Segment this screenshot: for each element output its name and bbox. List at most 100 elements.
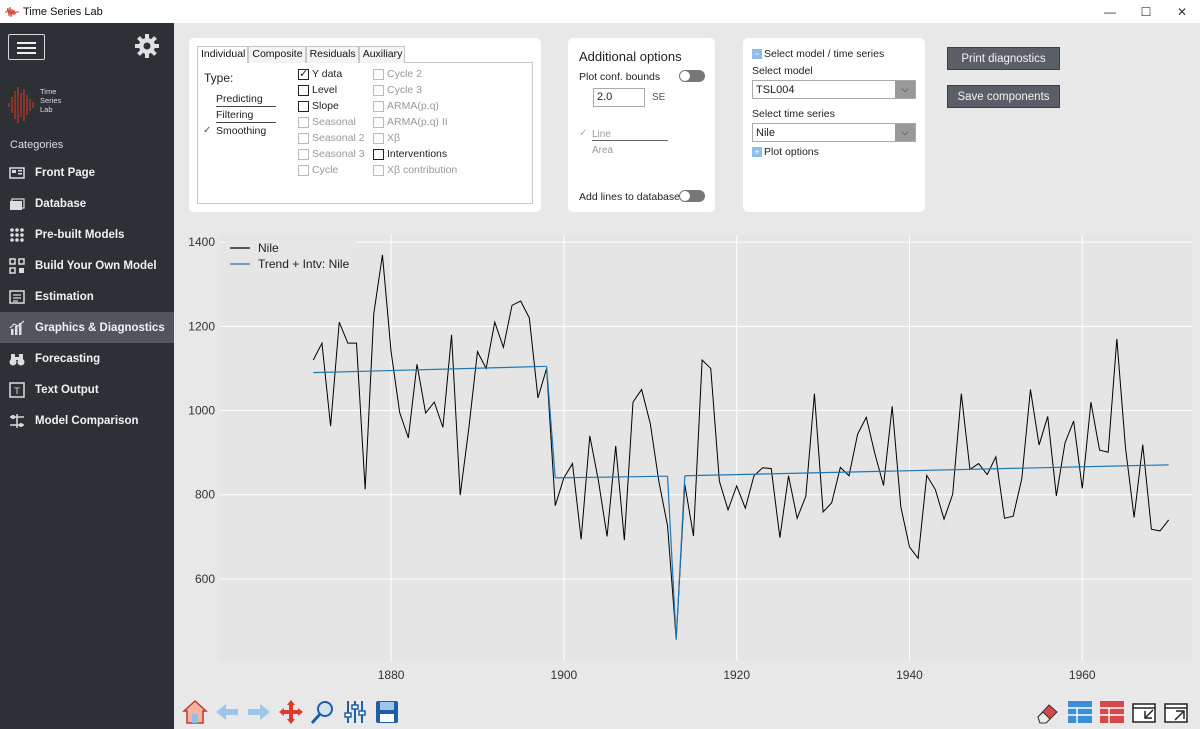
- legend-label: Nile: [258, 241, 279, 255]
- sidebar-item-front-page[interactable]: Front Page: [0, 157, 174, 188]
- sidebar-item-label: Front Page: [35, 166, 96, 179]
- sidebar-item-text-output[interactable]: T Text Output: [0, 374, 174, 405]
- checkbox-box: [298, 67, 309, 80]
- categories-label: Categories: [10, 139, 64, 151]
- tab-residuals[interactable]: Residuals: [305, 46, 359, 63]
- eraser-icon[interactable]: [1034, 698, 1062, 726]
- checkbox-box: [298, 84, 309, 96]
- gear-icon[interactable]: [134, 33, 160, 59]
- checkbox-cycle-2: Cycle 2: [373, 68, 422, 80]
- minimize-icon[interactable]: —: [1104, 4, 1116, 19]
- window-expand-icon[interactable]: [1162, 698, 1190, 726]
- type-label: Type:: [204, 71, 234, 85]
- database-icon: [10, 197, 25, 210]
- maximize-icon[interactable]: ☐: [1140, 4, 1152, 19]
- window-collapse-icon[interactable]: [1130, 698, 1158, 726]
- x-tick-label: 1940: [896, 668, 923, 682]
- binoculars-icon: [9, 353, 25, 365]
- sidebar-item-database[interactable]: Database: [0, 188, 174, 219]
- estimation-icon: [9, 289, 25, 304]
- sidebar-item-label: Text Output: [35, 383, 99, 396]
- plot-options-header[interactable]: + Plot options: [752, 146, 819, 158]
- series-selection-panel: Individual Composite Residuals Auxiliary…: [189, 38, 541, 212]
- checkbox-interventions[interactable]: Interventions: [373, 148, 447, 160]
- sidebar-item-pre-built-models[interactable]: Pre-built Models: [0, 219, 174, 250]
- type-option-smoothing[interactable]: Smoothing: [216, 125, 267, 137]
- tab-auxiliary[interactable]: Auxiliary: [358, 46, 406, 63]
- sidebar-item-forecasting[interactable]: Forecasting: [0, 343, 174, 374]
- tab-composite[interactable]: Composite: [248, 46, 306, 63]
- sidebar-item-label: Database: [35, 197, 87, 210]
- checkbox-box: [373, 84, 384, 96]
- select-model-header[interactable]: − Select model / time series: [752, 48, 884, 60]
- checkmark-icon: ✓: [203, 125, 212, 136]
- checkbox-slope[interactable]: Slope: [298, 100, 339, 112]
- checkbox-arma: ARMA(p,q): [373, 100, 439, 112]
- front-page-icon: [9, 166, 25, 179]
- checkbox-label: Xβ: [387, 132, 401, 144]
- sidebar-item-model-comparison[interactable]: Model Comparison: [0, 405, 174, 436]
- x-tick-label: 1960: [1069, 668, 1096, 682]
- logo-wave-icon: [8, 87, 34, 123]
- sidebar-item-estimation[interactable]: Estimation: [0, 281, 174, 312]
- y-tick-label: 1200: [188, 319, 215, 333]
- logo-text-line-2: Series: [40, 96, 62, 105]
- checkbox-label: Xβ contribution: [387, 164, 458, 176]
- checkbox-label: Level: [312, 84, 338, 96]
- checkbox-cycle: Cycle: [298, 164, 338, 176]
- chevron-down-icon: ⌵: [895, 124, 915, 141]
- plot-conf-bounds-toggle[interactable]: [679, 70, 705, 82]
- add-lines-toggle[interactable]: [679, 190, 705, 202]
- forward-arrow-icon[interactable]: [245, 698, 273, 726]
- trend-intv-series-line: [545, 366, 556, 478]
- checkbox-label: Slope: [312, 100, 339, 112]
- chevron-down-icon: ⌵: [895, 81, 915, 98]
- title-bar: Time Series Lab — ☐ ✕: [0, 0, 1200, 23]
- app-logo-icon: [5, 6, 19, 17]
- time-series-chart[interactable]: 1880 1900 1920 1940 1960 600 800 1000 1200 1400 Ni…: [174, 231, 1200, 691]
- checkbox-x-beta: Xβ: [373, 132, 400, 144]
- checkbox-y-data[interactable]: Y data: [298, 67, 342, 80]
- tab-content: Type: Predicting Filtering ✓ Smoothing Y…: [197, 63, 533, 204]
- trend-intv-series-line: [313, 365, 547, 374]
- series-dropdown-value: Nile: [756, 127, 775, 139]
- sidebar-item-graphics-diagnostics[interactable]: Graphics & Diagnostics: [0, 312, 174, 343]
- configure-icon[interactable]: [341, 698, 369, 726]
- layout-red-icon[interactable]: [1098, 698, 1126, 726]
- checkbox-label: Seasonal 2: [312, 132, 365, 144]
- checkbox-box: [373, 132, 384, 144]
- model-dropdown-value: TSL004: [756, 84, 795, 96]
- save-components-button[interactable]: Save components: [947, 85, 1060, 108]
- print-diagnostics-button[interactable]: Print diagnostics: [947, 47, 1060, 70]
- logo: Time Series Lab: [8, 85, 78, 125]
- back-arrow-icon[interactable]: [213, 698, 241, 726]
- compare-icon: [10, 413, 24, 428]
- sidebar-item-build-your-own-model[interactable]: Build Your Own Model: [0, 250, 174, 281]
- pan-icon[interactable]: [277, 698, 305, 726]
- x-tick-label: 1880: [378, 668, 405, 682]
- checkbox-label: ARMA(p,q): [387, 100, 439, 112]
- tab-bar: Individual Composite Residuals Auxiliary: [197, 46, 533, 63]
- checkbox-level[interactable]: Level: [298, 84, 337, 96]
- type-option-filtering[interactable]: Filtering: [216, 109, 276, 123]
- expand-icon: −: [752, 49, 762, 60]
- checkbox-box: [298, 132, 309, 144]
- plot-area: [220, 235, 1192, 661]
- type-option-predicting[interactable]: Predicting: [216, 93, 276, 107]
- tab-individual[interactable]: Individual: [197, 46, 249, 63]
- series-dropdown[interactable]: Nile ⌵: [752, 123, 916, 142]
- chart-icon: [9, 320, 25, 335]
- save-icon[interactable]: [373, 698, 401, 726]
- home-icon[interactable]: [181, 698, 209, 726]
- hamburger-menu-icon[interactable]: [8, 34, 45, 60]
- add-lines-label: Add lines to database: [579, 191, 680, 203]
- conf-bounds-input[interactable]: 2.0: [593, 88, 645, 107]
- checkbox-seasonal-2: Seasonal 2: [298, 132, 365, 144]
- trend-intv-series-line: [666, 476, 677, 640]
- model-dropdown[interactable]: TSL004 ⌵: [752, 80, 916, 99]
- build-model-icon: [9, 257, 25, 274]
- layout-blue-icon[interactable]: [1066, 698, 1094, 726]
- close-icon[interactable]: ✕: [1176, 4, 1188, 19]
- zoom-icon[interactable]: [309, 698, 337, 726]
- x-tick-label: 1920: [723, 668, 750, 682]
